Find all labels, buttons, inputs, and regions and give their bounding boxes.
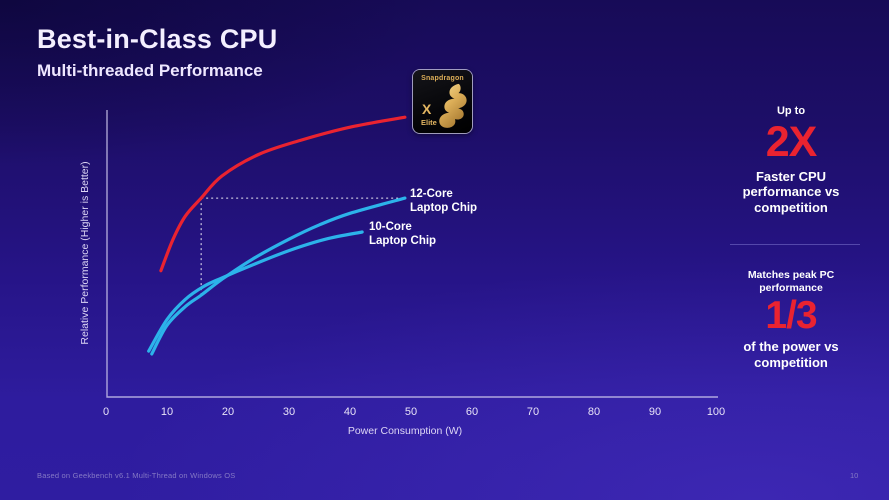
- stat-description: of the power vs competition: [743, 339, 839, 371]
- page-number: 10: [850, 471, 859, 480]
- series-label-text: 12-Core Laptop Chip: [410, 188, 478, 215]
- chart-axes: [106, 110, 718, 398]
- x-tick-label: 40: [344, 406, 356, 418]
- x-tick-label: 30: [283, 406, 295, 418]
- page-title: Best-in-Class CPU: [37, 24, 278, 54]
- x-tick-label: 100: [707, 406, 725, 418]
- series-curve-10-core-laptop-chip: [147, 230, 364, 353]
- series-label-12-core: 12-Core Laptop Chip: [410, 187, 494, 215]
- x-tick-label: 20: [222, 406, 234, 418]
- x-tick-label: 60: [466, 406, 478, 418]
- x-tick-label: 10: [161, 406, 173, 418]
- footnote: Based on Geekbench v6.1 Multi-Thread on …: [37, 471, 236, 480]
- y-axis-title: Relative Performance (Higher is Better): [79, 161, 91, 344]
- series-curve-12-core-laptop-chip: [150, 196, 407, 356]
- stat-one-third-power: Matches peak PC performance 1/3 of the p…: [727, 269, 855, 371]
- x-tick-label: 90: [649, 406, 661, 418]
- series-label-text: 10-Core Laptop Chip: [369, 221, 437, 248]
- snapdragon-flame-icon: [435, 83, 469, 129]
- stat-prefix: Matches peak PC performance: [747, 269, 835, 295]
- stat-value: 1/3: [765, 294, 817, 338]
- series-curve-snapdragon-x-elite: [159, 115, 407, 273]
- badge-brand-label: Snapdragon: [421, 75, 464, 82]
- right-panel-divider: [730, 244, 860, 245]
- x-axis-title: Power Consumption (W): [348, 425, 462, 437]
- x-tick-label: 0: [103, 406, 109, 418]
- x-tick-label: 50: [405, 406, 417, 418]
- badge-model-label: X: [422, 101, 432, 117]
- x-tick-label: 80: [588, 406, 600, 418]
- x-tick-label: 70: [527, 406, 539, 418]
- badge-tier-label: Elite: [421, 118, 437, 127]
- snapdragon-x-elite-badge: Snapdragon X Elite: [413, 70, 472, 133]
- stat-prefix: Up to: [776, 105, 806, 117]
- stat-value: 2X: [765, 117, 818, 166]
- stat-description: Faster CPU performance vs competition: [742, 168, 840, 216]
- series-label-10-core: 10-Core Laptop Chip: [369, 220, 453, 248]
- stat-2x-faster: Up to 2X Faster CPU performance vs compe…: [727, 105, 855, 216]
- page-subtitle: Multi-threaded Performance: [37, 61, 263, 80]
